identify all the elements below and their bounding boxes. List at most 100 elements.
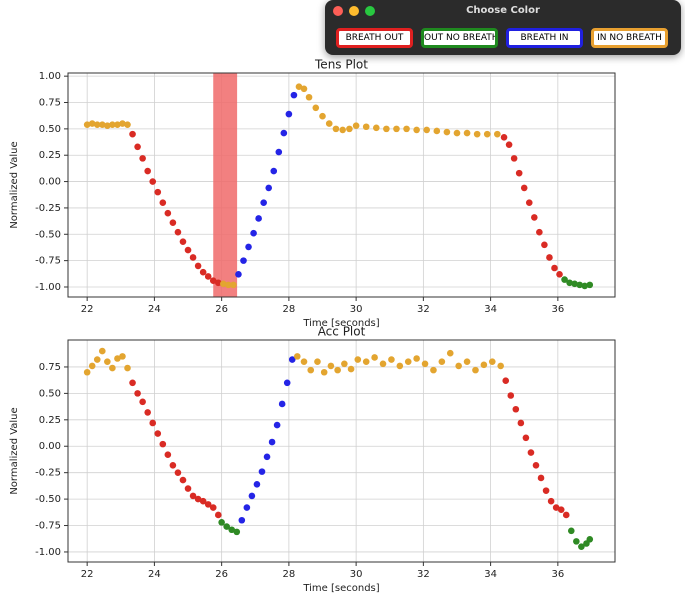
plot-area [68,340,615,562]
point [480,361,488,369]
point [515,169,523,177]
point [320,368,328,376]
y-tick-label: -0.25 [35,203,61,214]
point [184,485,192,492]
point [179,238,187,245]
point [512,405,520,413]
point [507,392,515,399]
point [546,254,553,261]
point [552,504,560,511]
point [438,358,446,365]
point [473,130,481,138]
point [174,469,182,476]
point [520,184,528,192]
point [119,353,126,360]
y-tick-label: 0.75 [39,362,61,373]
x-tick-label: 32 [417,304,430,315]
point [531,214,538,221]
point [233,528,241,536]
point [159,440,167,448]
point [567,527,575,535]
point [372,124,380,132]
point [164,209,172,217]
point [230,281,237,289]
x-tick-label: 22 [81,304,94,315]
point [270,167,278,175]
highlight-span [213,73,238,297]
color-button[interactable]: BREATH OUT [336,28,413,48]
point [238,516,246,524]
color-button[interactable]: IN NO BREATH [591,28,668,48]
point [300,85,308,93]
point [542,487,550,494]
point [109,121,116,128]
point [114,121,121,128]
x-tick-label: 30 [350,304,363,315]
point [527,449,535,456]
point [371,354,378,361]
point [396,362,404,370]
x-axis-label: Time [seconds] [302,318,379,329]
y-tick-label: 0.50 [39,388,61,399]
point [383,125,390,133]
point [83,368,91,376]
x-tick-label: 28 [283,569,296,580]
point [124,121,131,128]
point [134,390,141,397]
point [144,409,151,416]
point [235,271,242,278]
point [551,264,558,272]
point [194,262,202,270]
point [346,125,353,133]
button-row: BREATH OUT OUT NO BREATH BREATH IN IN NO BR… [325,22,681,48]
point [139,398,146,406]
point [404,358,412,365]
point [510,155,518,162]
point [184,246,192,254]
point [505,141,513,148]
point [250,229,257,237]
point [179,476,187,484]
point [265,184,273,192]
x-tick-label: 24 [148,304,161,315]
minimize-button[interactable] [349,6,359,16]
close-button[interactable] [333,6,343,16]
point [571,280,578,288]
point [104,358,111,365]
point [263,453,271,461]
point [98,347,106,355]
point [245,243,252,251]
point [421,360,429,368]
point [280,129,288,137]
point [430,366,437,374]
point [93,121,101,128]
point [149,178,157,185]
x-tick-label: 24 [148,569,161,580]
y-tick-label: -0.50 [35,494,61,505]
point [288,356,296,363]
point [413,355,420,362]
zoom-button[interactable] [365,6,375,16]
y-tick-label: 0.00 [39,441,61,452]
point [129,379,136,387]
point [423,126,431,134]
point [341,360,348,368]
point [581,282,589,290]
point [494,130,501,138]
point [248,492,256,500]
point [455,362,462,370]
point [472,366,479,374]
color-button[interactable]: OUT NO BREATH [421,28,498,48]
point [536,228,543,236]
color-button[interactable]: BREATH IN [506,28,583,48]
point [285,110,293,118]
point [209,504,217,511]
point [199,268,207,276]
point [500,134,508,141]
point [88,362,96,370]
x-tick-label: 36 [551,304,564,315]
point [139,155,146,162]
point [204,501,212,508]
